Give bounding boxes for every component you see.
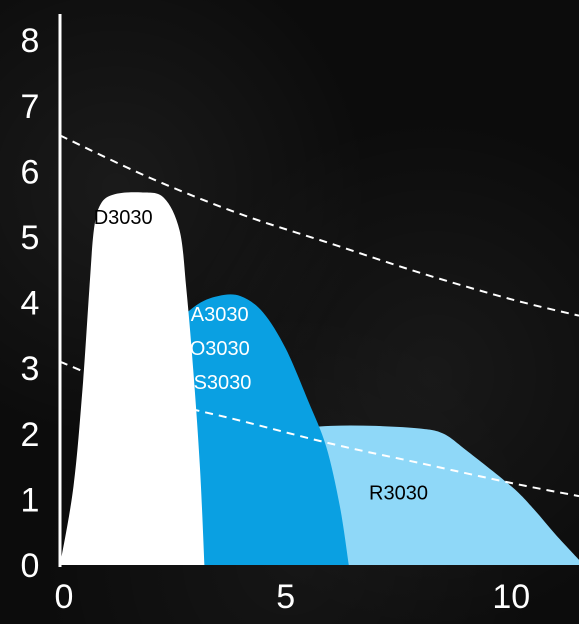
- area-d3030: [60, 192, 205, 565]
- dashed-reference-line-2: [59, 360, 579, 498]
- y-tick-label: 0: [21, 547, 40, 585]
- y-tick-label: 1: [21, 481, 40, 519]
- y-tick-label: 4: [21, 285, 40, 323]
- x-tick-label: 0: [55, 578, 74, 616]
- x-axis-ticks: 0 5 10: [55, 578, 531, 616]
- y-tick-label: 7: [21, 88, 40, 126]
- series-areas: [60, 192, 579, 565]
- y-tick-label: 8: [21, 22, 40, 60]
- y-tick-label: 3: [21, 350, 40, 388]
- dashed-reference-line-1: [59, 134, 579, 317]
- y-axis-ticks: 0 1 2 3 4 5 6 7 8: [21, 22, 40, 585]
- x-tick-label: 5: [276, 578, 295, 616]
- y-tick-label: 6: [21, 153, 40, 191]
- reference-lines: [59, 134, 579, 498]
- series-labels: R3030 A3030 O3030 S3030 D3030: [94, 207, 428, 505]
- series-label-d3030: D3030: [94, 207, 153, 229]
- series-label-a3030: A3030 O3030 S3030: [190, 304, 256, 394]
- series-label-r3030: R3030: [369, 482, 428, 504]
- y-tick-label: 5: [21, 219, 40, 257]
- y-tick-label: 2: [21, 416, 40, 454]
- x-tick-label: 10: [492, 578, 530, 616]
